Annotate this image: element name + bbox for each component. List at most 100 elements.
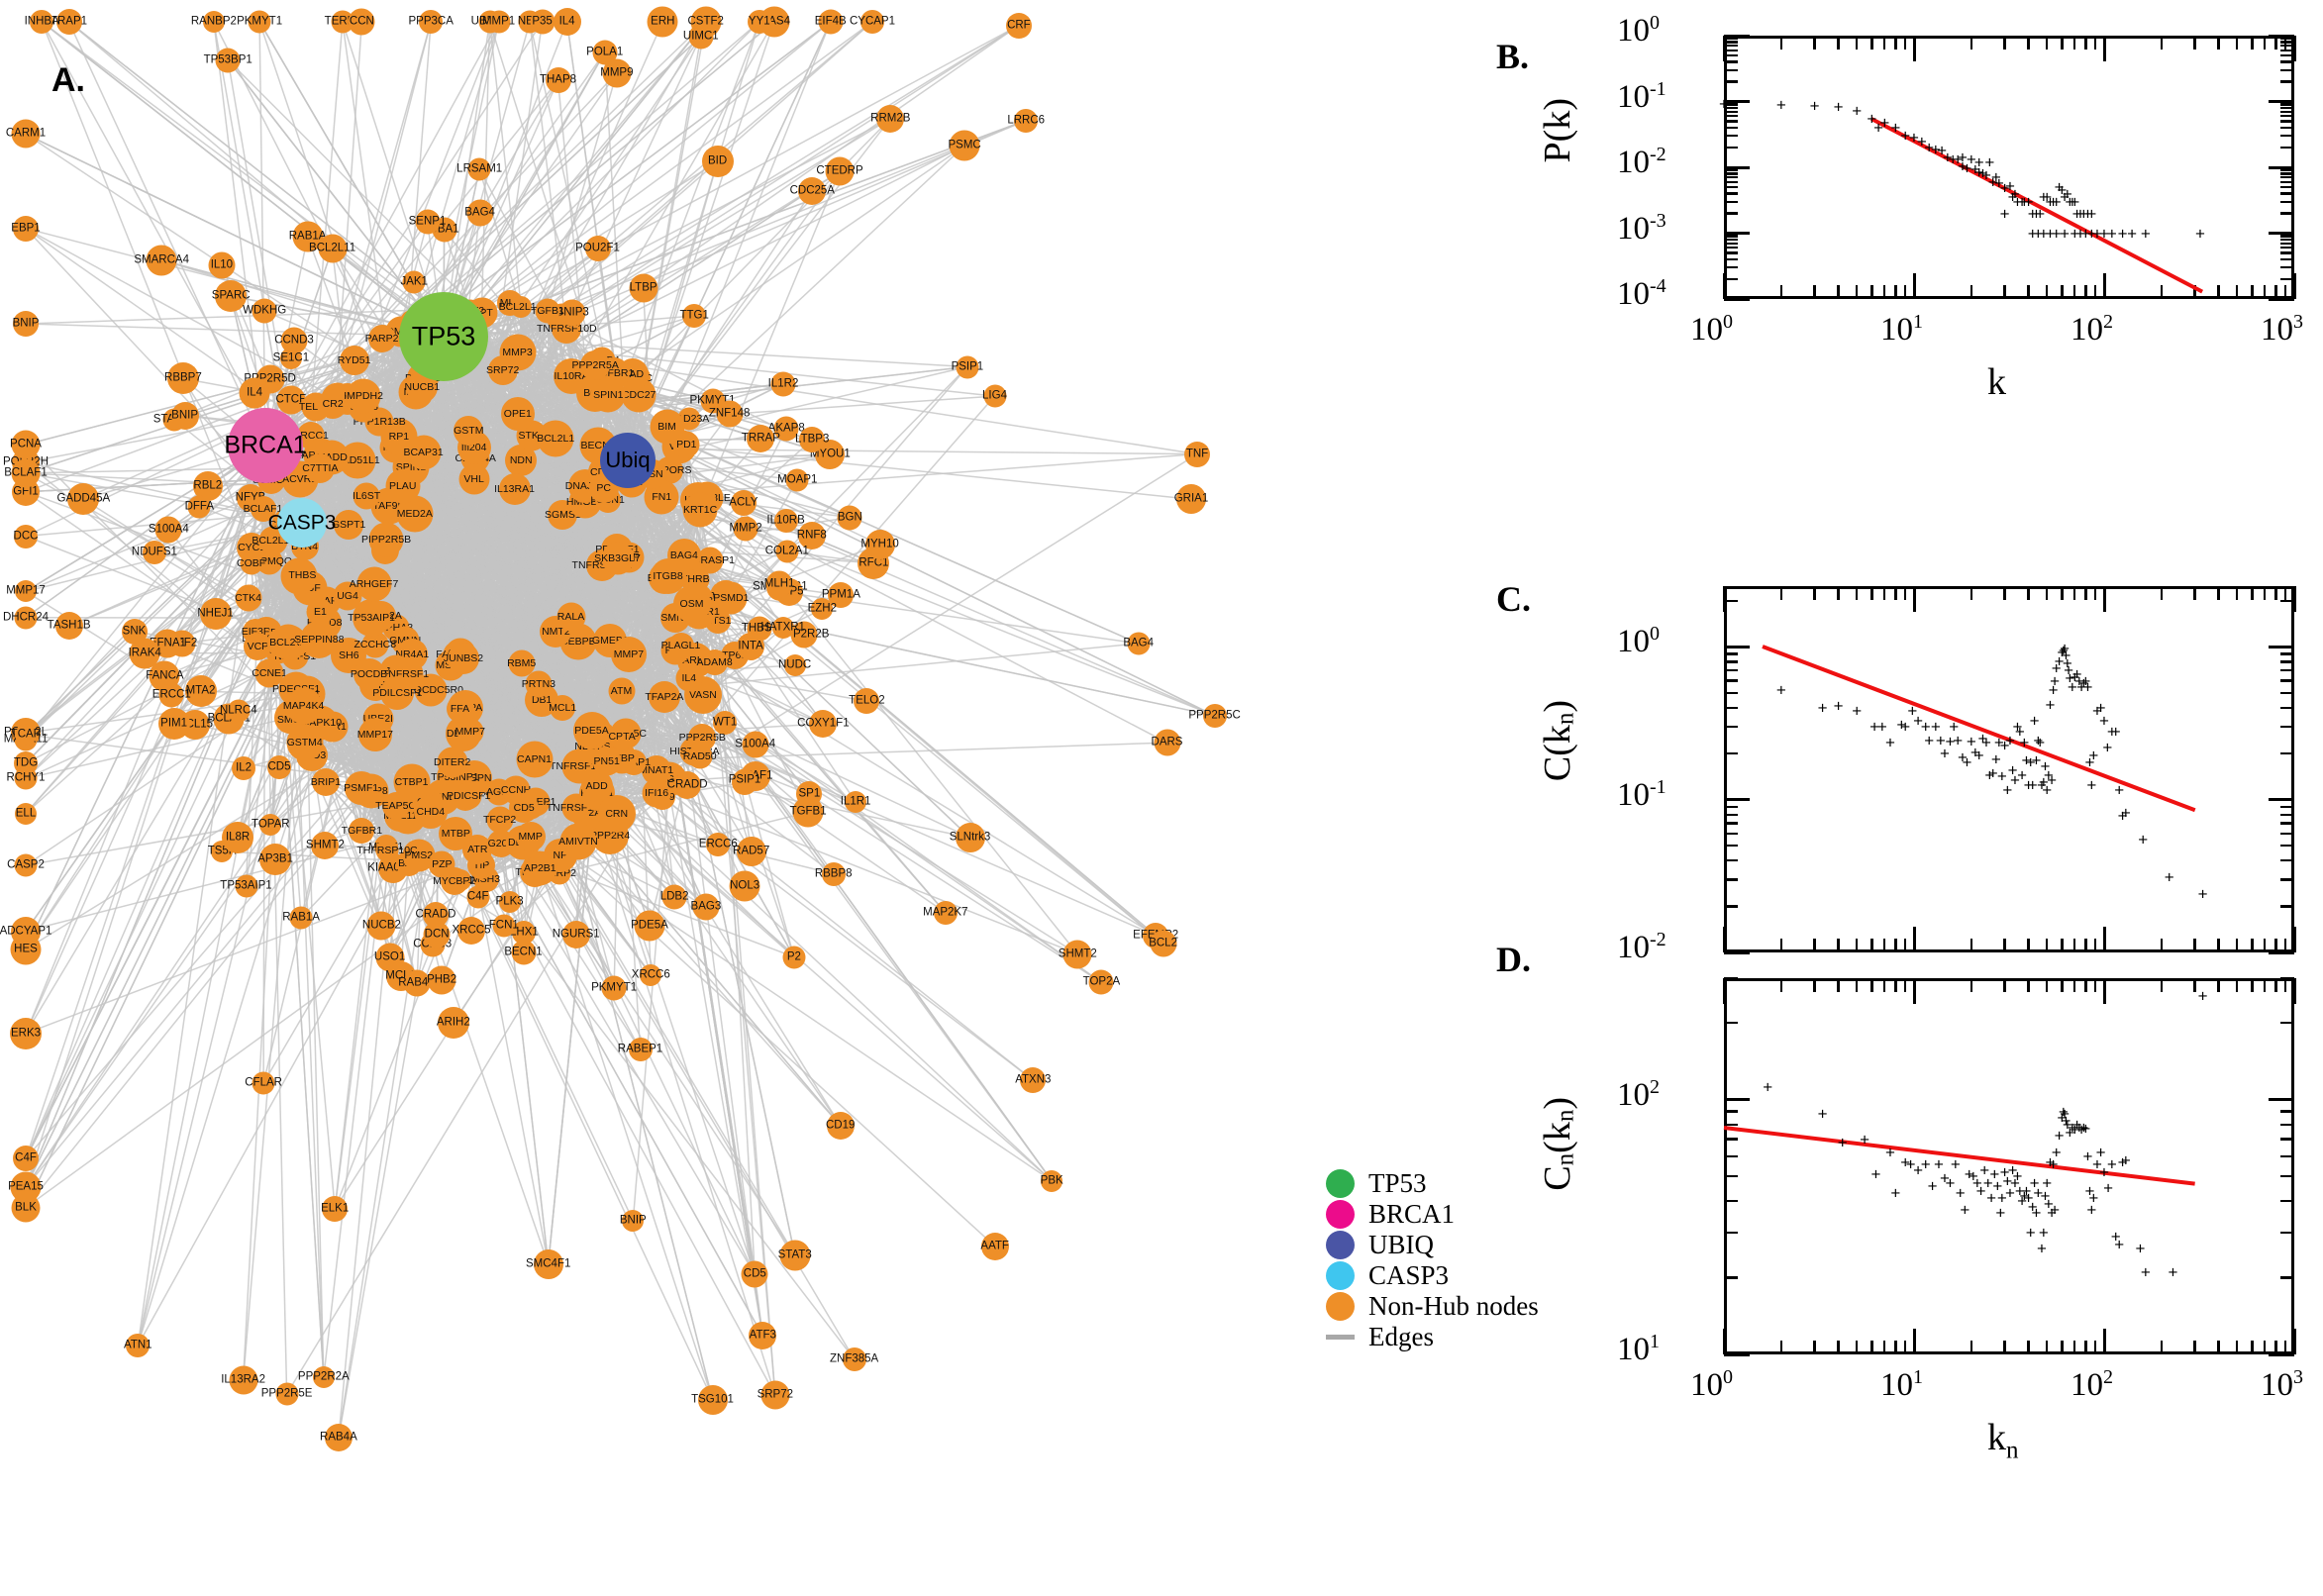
x-tick: [2073, 1341, 2076, 1354]
node-label: MAPK10: [300, 716, 343, 729]
node-label: COBF: [237, 557, 266, 570]
x-tick: [1813, 1341, 1816, 1354]
node-label: ZNF385A: [829, 1351, 879, 1364]
y-tick: [2280, 1022, 2294, 1025]
node-label: SPIN1: [395, 461, 427, 474]
node-circle: [311, 831, 340, 859]
data-point: +: [2025, 1223, 2036, 1243]
data-point: +: [2082, 1147, 2093, 1166]
node-label: GSPT1: [331, 518, 366, 531]
node-circle: [773, 416, 799, 442]
x-tick: [2003, 1341, 2006, 1354]
node-label: NUDC: [777, 658, 812, 671]
x-tick-label: 103: [2261, 1366, 2303, 1403]
x-tick: [2251, 1341, 2254, 1354]
node-label: KIAA0087: [367, 861, 419, 874]
x-tick: [1722, 978, 1726, 1004]
node-label: ATXN3: [1015, 1073, 1052, 1086]
y-tick: [2280, 1154, 2294, 1157]
node-label: NFYB: [235, 491, 266, 504]
node-label: CTBP1: [394, 775, 429, 788]
node-label: DFFA: [184, 499, 214, 512]
x-tick: [2217, 1341, 2220, 1354]
data-point: +: [1870, 1164, 1881, 1184]
node-label: RYD51: [337, 353, 371, 366]
node-circle: [647, 6, 678, 38]
node-circle: [828, 582, 855, 608]
node-label: BCLAF1: [4, 466, 48, 479]
hub-label: Ubiq: [605, 448, 651, 472]
node-label: ERCC6: [698, 838, 738, 850]
node-label: ELSPN: [456, 771, 492, 784]
y-tick: [2280, 1123, 2294, 1126]
x-tick: [2193, 1341, 2196, 1354]
node-label: NP: [553, 848, 568, 861]
node-circle: [13, 311, 39, 337]
node-label: CCL15: [177, 718, 214, 731]
node-circle: [14, 853, 38, 877]
node-label: IFI16: [645, 786, 669, 799]
x-tick: [2264, 1341, 2267, 1354]
x-tick: [1883, 978, 1886, 992]
x-tick: [1837, 1341, 1840, 1354]
x-tick: [1904, 1341, 1907, 1354]
x-tick: [2073, 978, 2076, 992]
node-label: IL2: [236, 761, 252, 774]
node-label: NR4A1: [395, 648, 430, 660]
data-point: +: [2197, 986, 2208, 1006]
y-tick: [1724, 1232, 1738, 1235]
node-label: BCL2: [1149, 937, 1177, 949]
data-point: +: [2088, 1188, 2099, 1208]
node-label: RNF8: [796, 528, 827, 541]
x-tick: [2046, 1341, 2049, 1354]
node-label: PPP2R2A: [297, 1370, 350, 1383]
node-circle: [697, 1384, 728, 1415]
y-tick: [1724, 1199, 1738, 1203]
y-tick: [2280, 1138, 2294, 1141]
x-tick: [2027, 1341, 2030, 1354]
node-label: ELL: [15, 806, 37, 819]
y-tick: [2280, 1232, 2294, 1235]
node-label: ATM: [610, 685, 633, 698]
node-label: PSMC: [948, 139, 981, 151]
node-label: CCND3: [274, 333, 314, 346]
data-point: +: [1927, 1176, 1938, 1195]
node-label: USO1: [373, 950, 406, 963]
node-label: GADD45A: [56, 492, 111, 505]
data-point: +: [2038, 1223, 2049, 1243]
node-circle: [235, 874, 257, 898]
node-label: MYH10: [860, 538, 899, 550]
node-circle: [312, 1366, 335, 1389]
y-tick-label: 101: [1617, 1331, 1660, 1367]
node-label: CCNH: [500, 783, 532, 796]
node-circle: [13, 215, 39, 242]
node-label: CRF: [1007, 18, 1031, 31]
node-label: ATF3: [749, 1329, 776, 1342]
data-point: +: [2017, 1191, 2028, 1211]
node-label: THAP8: [539, 73, 577, 86]
node-label: BLK: [15, 1200, 37, 1213]
node-label: TDG: [13, 756, 39, 769]
node-label: ANGA3: [652, 772, 688, 785]
node-circle: [790, 621, 817, 648]
node-label: ARL3: [682, 653, 709, 666]
node-circle: [339, 345, 369, 375]
node-label: CDC27: [621, 388, 656, 401]
node-label: VHL: [463, 472, 484, 485]
node-label: XRCC6: [631, 967, 670, 980]
node-circle: [1014, 108, 1039, 133]
x-tick: [2160, 1341, 2163, 1354]
node-label: COXY1F1: [797, 717, 850, 730]
node-label: PBK: [1040, 1173, 1063, 1186]
data-point: +: [2135, 1239, 2146, 1258]
x-tick: [2094, 978, 2097, 992]
x-tick-label: 101: [1880, 1366, 1923, 1403]
node-label: SNK: [122, 624, 147, 637]
node-label: CASP2: [7, 858, 45, 871]
node-label: MAGED1: [477, 785, 522, 798]
node-label: ATR: [467, 843, 488, 855]
node-label: POLA1: [586, 46, 624, 58]
node-label: XRCC5: [452, 924, 491, 937]
node-label: AP3B1: [257, 852, 293, 865]
node-label: EIF4B: [814, 15, 847, 28]
